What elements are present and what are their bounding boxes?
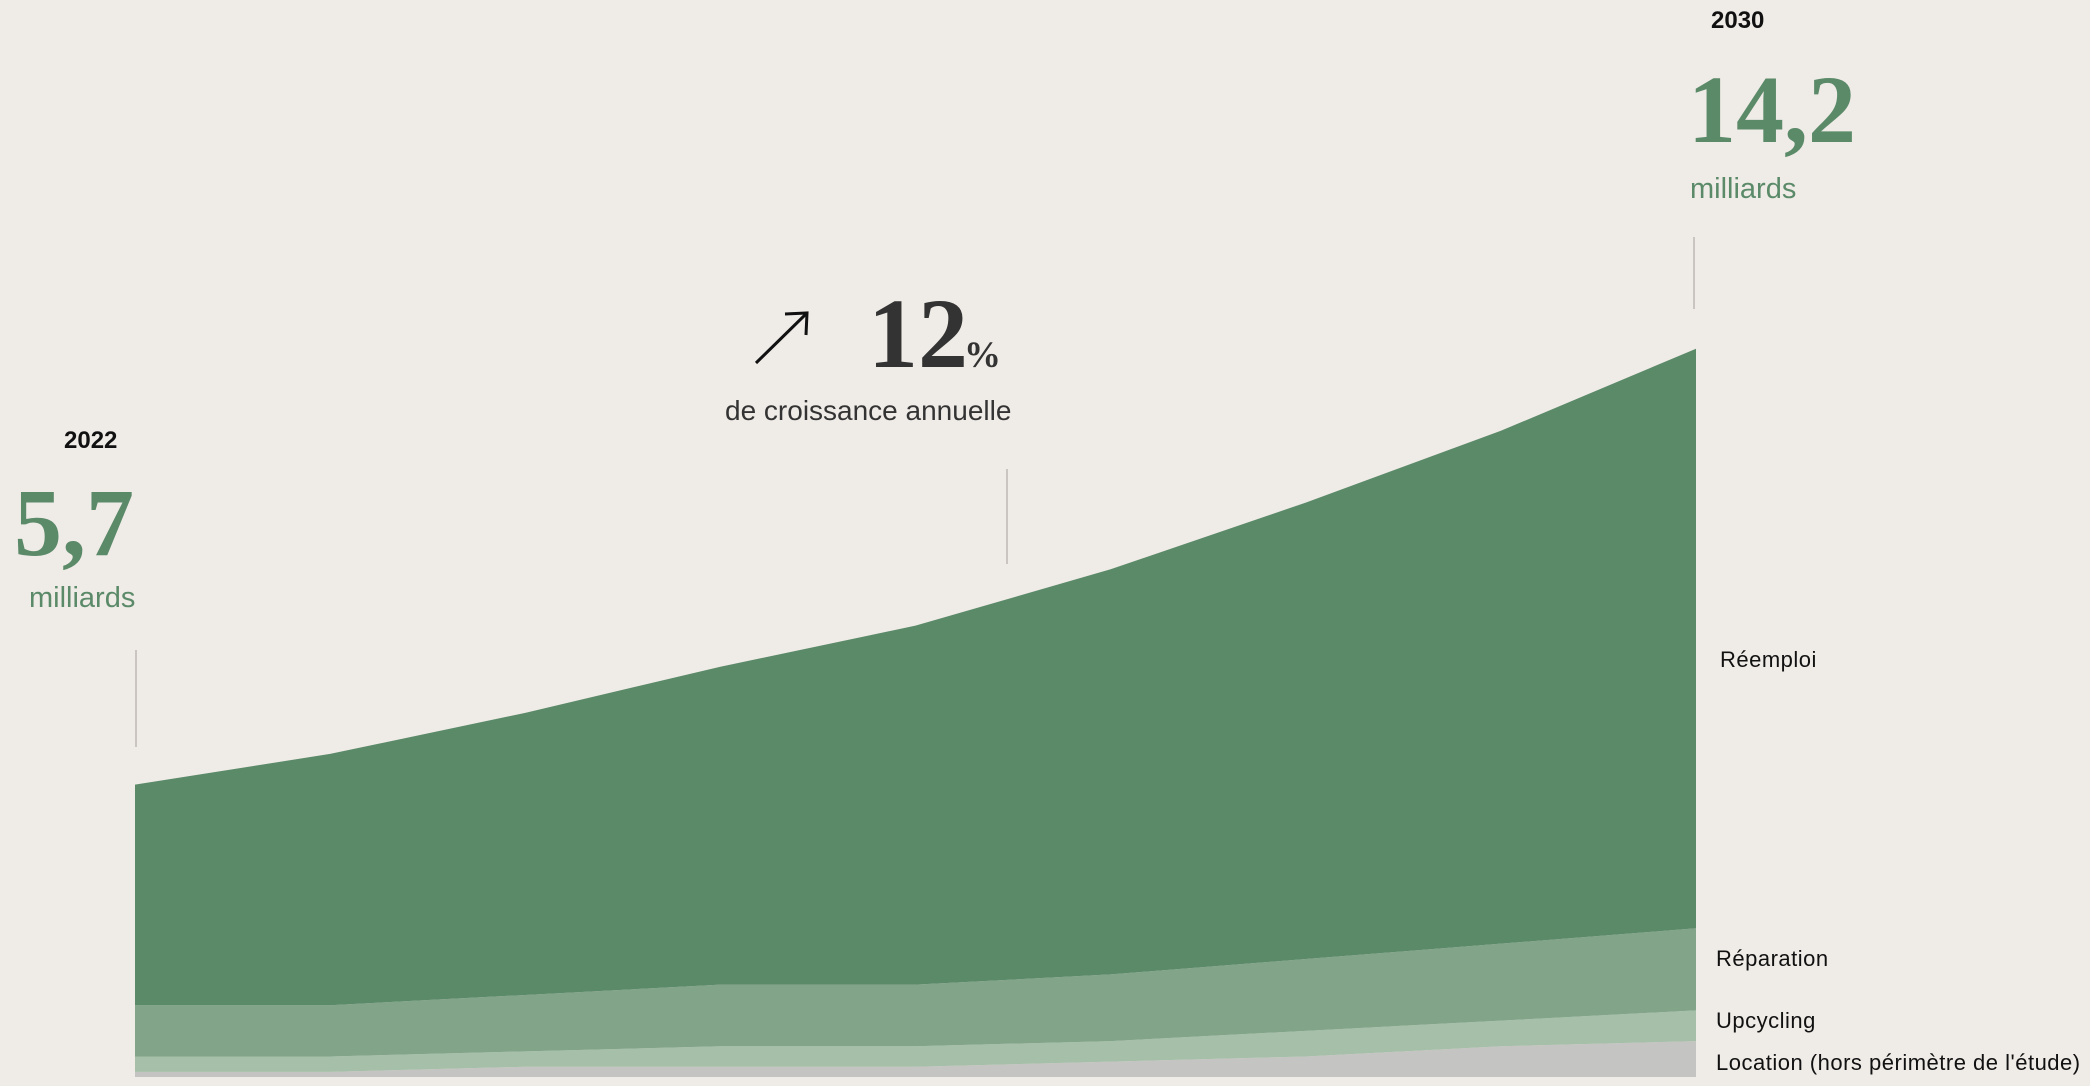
growth-value: 12 [868,278,968,389]
series-label: Upcycling [1716,1008,1816,1033]
series-label: Location (hors périmètre de l'étude) [1716,1050,2081,1075]
growth-text: de croissance annuelle [725,395,1011,426]
start-total: 5,7 [14,469,134,576]
end-year: 2030 [1711,7,1764,34]
end-unit: milliards [1690,173,1796,205]
series-label: Réparation [1716,946,1829,971]
area [135,1010,1696,1072]
growth-unit: % [964,335,1001,376]
arrow-shaft [754,311,809,365]
end-total: 14,2 [1688,56,1856,163]
area [135,348,1696,1006]
area [135,928,1696,1057]
areas [135,348,1696,1077]
start-unit: milliards [29,582,135,614]
area [135,1041,1696,1077]
series-label: Réemploi [1720,647,1817,672]
arrow-head [784,311,809,336]
start-year: 2022 [64,427,117,454]
